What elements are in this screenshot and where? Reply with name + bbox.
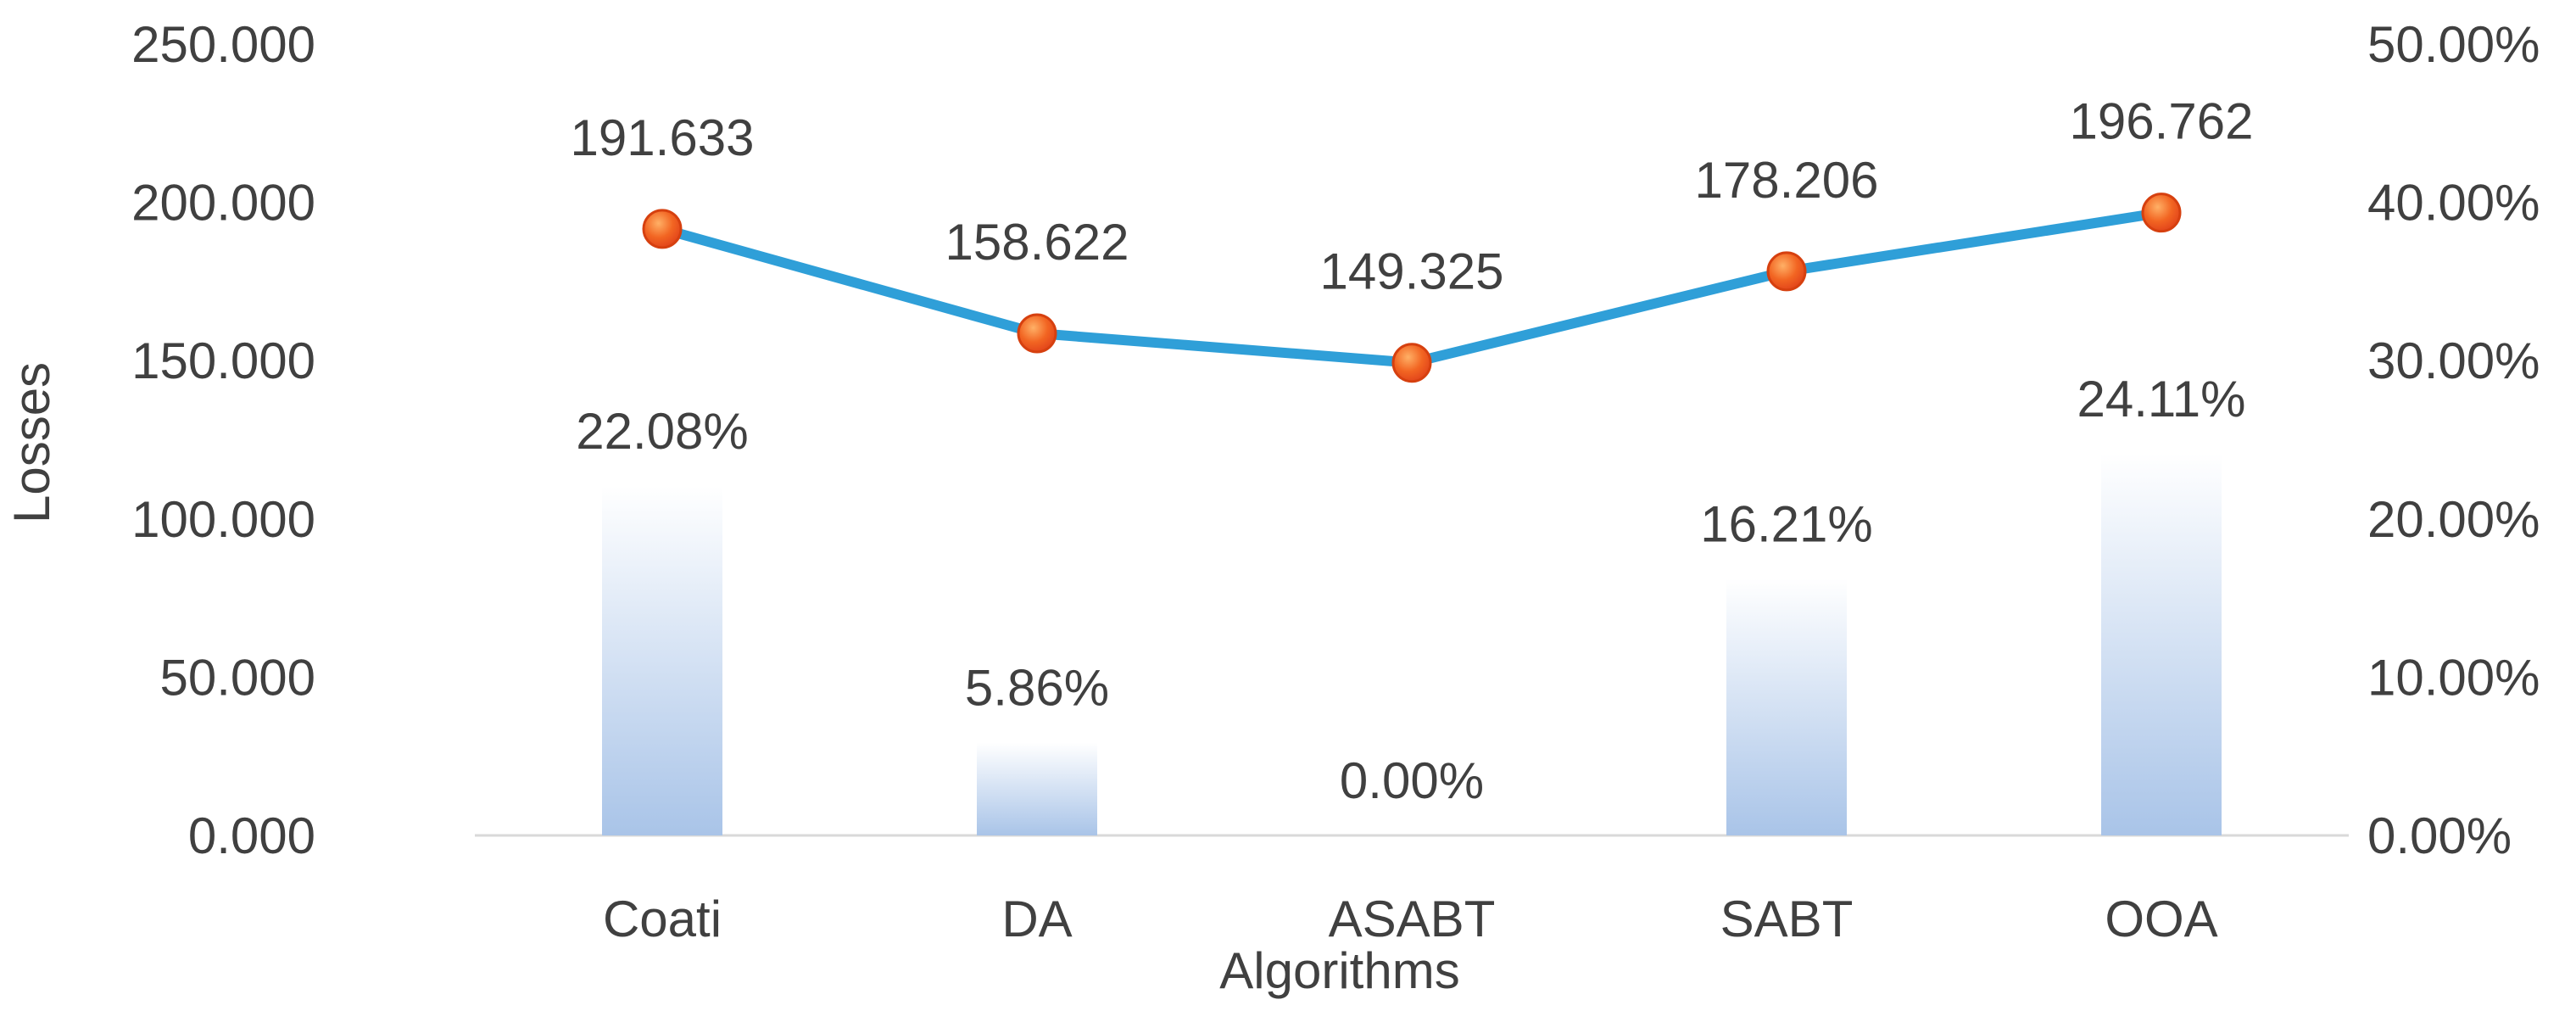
left-tick-label: 250.000 [131,16,315,73]
line-data-label: 158.622 [945,214,1129,271]
bar-series [602,454,2222,835]
bar-coati [602,485,722,835]
line-point-sabt [1766,251,1807,292]
line-point-asabt [1391,343,1432,383]
category-label: DA [1001,891,1072,947]
bar-data-label: 5.86% [965,660,1109,717]
right-tick-label: 0.00% [2367,807,2512,864]
right-tick-label: 20.00% [2367,491,2540,548]
left-axis: 0.000 50.000 100.000 150.000 200.000 250.000 [131,16,315,864]
category-label: OOA [2105,891,2217,947]
category-axis: Coati DA ASABT SABT OOA [603,891,2218,947]
bar-data-label: 16.21% [1700,496,1873,553]
left-tick-label: 200.000 [131,175,315,232]
left-tick-label: 150.000 [131,332,315,389]
line-data-label: 191.633 [571,109,755,166]
right-axis: 0.00% 10.00% 20.00% 30.00% 40.00% 50.00% [2367,16,2540,864]
category-label: Coati [603,891,722,947]
y-axis-title: Losses [3,362,60,523]
line-data-labels: 191.633 158.622 149.325 178.206 196.762 [571,93,2254,300]
bar-da [977,742,1097,835]
left-tick-label: 100.000 [131,491,315,548]
right-tick-label: 30.00% [2367,332,2540,389]
bar-data-label: 0.00% [1340,752,1484,809]
left-tick-label: 50.000 [159,649,315,706]
left-tick-label: 0.000 [188,807,315,864]
line-point-da [1017,313,1057,354]
bar-data-label: 22.08% [576,403,749,460]
category-label: SABT [1720,891,1854,947]
right-tick-label: 50.00% [2367,16,2540,73]
bar-data-labels: 22.08% 5.86% 0.00% 16.21% 24.11% [576,371,2245,809]
line-series [642,193,2182,383]
line-data-label: 149.325 [1320,243,1504,300]
line-point-coati [642,209,683,249]
category-label: ASABT [1329,891,1496,947]
line-data-label: 196.762 [2070,93,2254,150]
line-point-ooa [2141,193,2182,233]
line-data-label: 178.206 [1695,152,1879,209]
bar-sabt [1726,578,1847,835]
bar-ooa [2101,454,2222,835]
right-tick-label: 40.00% [2367,175,2540,232]
bar-data-label: 24.11% [2077,371,2245,427]
right-tick-label: 10.00% [2367,649,2540,706]
x-axis-title: Algorithms [1219,942,1459,999]
